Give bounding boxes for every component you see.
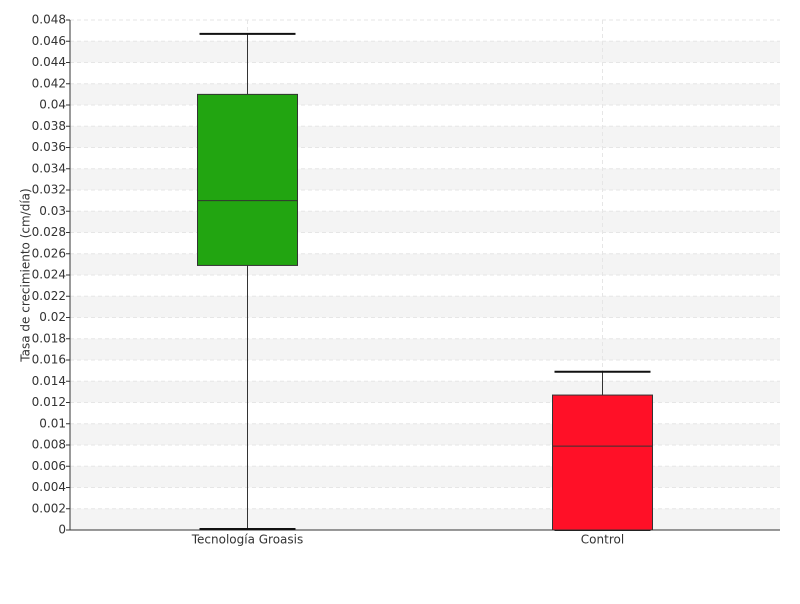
y-tick-label: 0.006 — [32, 459, 66, 473]
y-tick-label: 0 — [58, 523, 66, 537]
y-tick-label: 0.012 — [32, 395, 66, 409]
grid-band — [70, 338, 780, 360]
x-tick-label: Control — [581, 533, 624, 547]
y-tick-label: 0.032 — [32, 183, 66, 197]
y-tick-label: 0.014 — [32, 374, 66, 388]
grid-band — [70, 211, 780, 233]
x-tick-label: Tecnología Groasis — [191, 533, 304, 547]
y-tick-label: 0.02 — [39, 310, 66, 324]
y-tick-label: 0.01 — [39, 416, 66, 430]
y-tick-label: 0.04 — [39, 98, 66, 112]
y-tick-label: 0.008 — [32, 438, 66, 452]
y-tick-label: 0.036 — [32, 140, 66, 154]
grid-band — [70, 41, 780, 63]
y-tick-label: 0.026 — [32, 246, 66, 260]
grid-band — [70, 168, 780, 190]
grid-band — [70, 381, 780, 403]
y-tick-label: 0.002 — [32, 501, 66, 515]
y-tick-label: 0.048 — [32, 13, 66, 27]
y-axis-label: Tasa de crecimiento (cm/día) — [19, 188, 33, 362]
y-tick-label: 0.022 — [32, 289, 66, 303]
grid-band — [70, 423, 780, 445]
y-tick-label: 0.018 — [32, 331, 66, 345]
y-tick-label: 0.03 — [39, 204, 66, 218]
grid-band — [70, 83, 780, 105]
grid-band — [70, 126, 780, 148]
box — [552, 394, 653, 531]
grid-band — [70, 253, 780, 275]
grid-band — [70, 508, 780, 530]
grid-band — [70, 466, 780, 488]
y-tick-label: 0.028 — [32, 225, 66, 239]
y-tick-label: 0.038 — [32, 119, 66, 133]
box — [197, 93, 298, 266]
y-tick-label: 0.046 — [32, 34, 66, 48]
y-tick-label: 0.024 — [32, 268, 66, 282]
y-tick-label: 0.034 — [32, 161, 66, 175]
y-tick-label: 0.016 — [32, 353, 66, 367]
y-tick-label: 0.004 — [32, 480, 66, 494]
grid-band — [70, 296, 780, 318]
y-tick-label: 0.044 — [32, 55, 66, 69]
y-tick-label: 0.042 — [32, 76, 66, 90]
